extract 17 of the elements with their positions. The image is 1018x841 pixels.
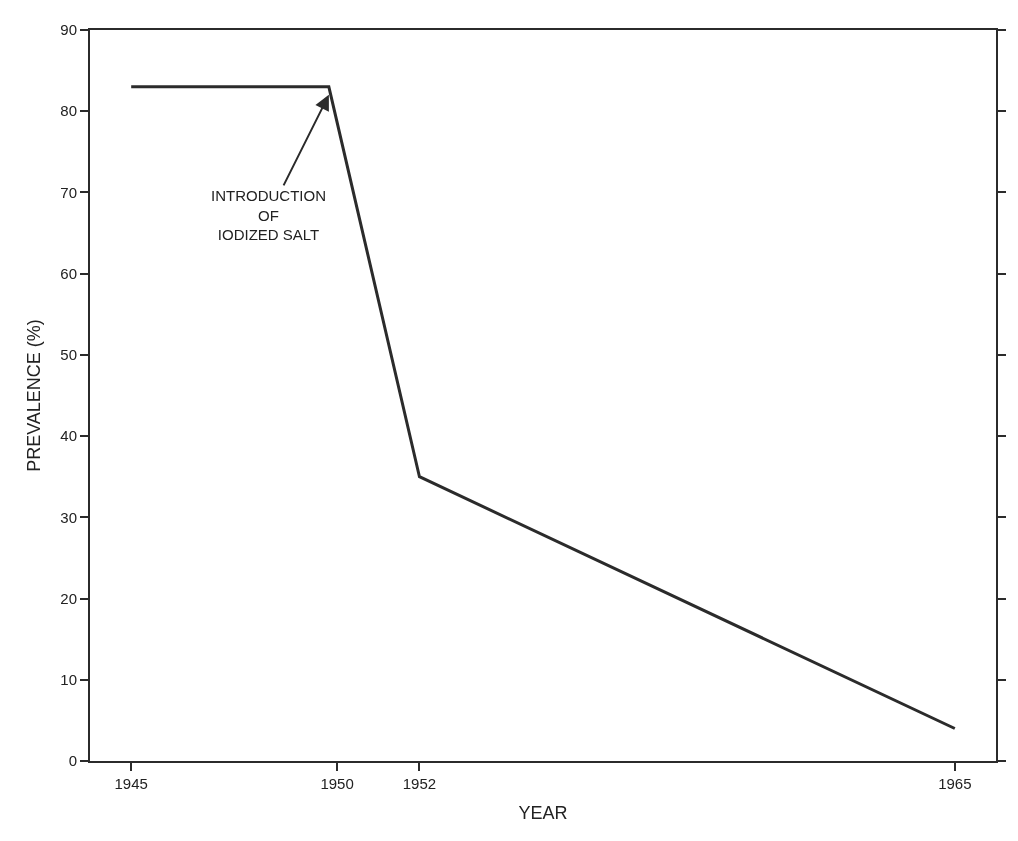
x-axis-title: YEAR [518, 802, 568, 823]
y-tick-label: 70 [60, 183, 77, 201]
y-tick-label: 10 [60, 671, 77, 689]
y-tick-label: 60 [60, 264, 77, 282]
y-tick-label: 30 [60, 508, 77, 526]
y-axis-title: PREVALENCE (%) [24, 319, 45, 472]
x-tick-label: 1965 [938, 775, 972, 792]
y-tick-label: 90 [60, 21, 77, 39]
x-tick-label: 1952 [402, 775, 437, 792]
y-tick-label: 0 [68, 752, 77, 770]
x-tick-label: 1950 [320, 775, 354, 792]
y-tick-label: 50 [60, 346, 77, 364]
y-tick-label: 80 [60, 102, 77, 120]
y-tick-label: 40 [60, 427, 77, 445]
x-tick-label: 1945 [114, 775, 148, 792]
annotation: INTRODUCTION OF IODIZED SALT [211, 187, 326, 243]
y-tick-label: 20 [60, 589, 77, 607]
